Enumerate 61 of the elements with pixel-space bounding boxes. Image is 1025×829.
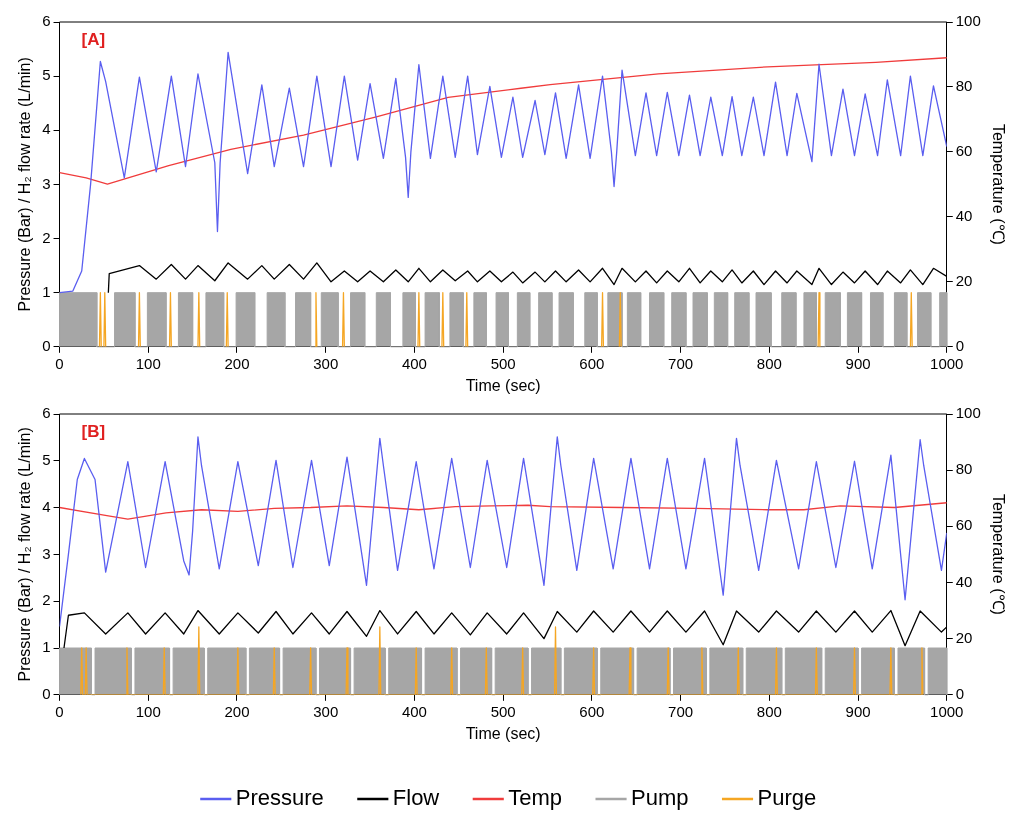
- y-tick-label: 6: [42, 404, 51, 422]
- x-axis-title: Time (sec): [465, 376, 541, 394]
- annotation: [A]: [81, 30, 106, 50]
- y2-tick-label: 80: [955, 77, 973, 95]
- y2-tick-label: 60: [955, 516, 973, 534]
- x-tick-label: 200: [224, 354, 250, 372]
- y-tick-label: 4: [42, 497, 51, 515]
- y-tick-label: 3: [42, 174, 51, 192]
- x-tick-label: 600: [579, 702, 605, 720]
- x-tick-label: 800: [756, 702, 782, 720]
- y2-tick-label: 40: [955, 572, 973, 590]
- legend-label: Pressure: [235, 785, 324, 811]
- x-tick-label: 200: [224, 702, 250, 720]
- y2-tick-label: 0: [955, 336, 965, 354]
- y2-tick-label: 80: [955, 460, 973, 478]
- x-tick-label: 700: [668, 702, 694, 720]
- y-tick-label: 0: [42, 684, 51, 702]
- y2-tick-label: 20: [955, 271, 973, 289]
- legend-label: Temp: [508, 785, 563, 811]
- y-tick-label: 3: [42, 544, 51, 562]
- x-tick-label: 400: [401, 354, 427, 372]
- y-axis-title: Pressure (Bar) / H₂ flow rate (L/min): [16, 427, 34, 682]
- x-tick-label: 100: [135, 354, 161, 372]
- x-tick-label: 0: [55, 354, 64, 372]
- x-tick-label: 900: [845, 702, 871, 720]
- x-tick-label: 400: [401, 702, 427, 720]
- x-tick-label: 1000: [930, 702, 964, 720]
- y2-axis-title: Temperature (℃): [989, 493, 1007, 615]
- legend-label: Pump: [631, 785, 689, 811]
- x-tick-label: 300: [313, 354, 339, 372]
- x-tick-label: 300: [313, 702, 339, 720]
- y2-tick-label: 100: [955, 404, 981, 422]
- legend-label: Flow: [392, 785, 440, 811]
- y-tick-label: 2: [42, 228, 51, 246]
- annotation: [B]: [81, 422, 106, 442]
- x-tick-label: 800: [756, 354, 782, 372]
- x-tick-label: 100: [135, 702, 161, 720]
- x-tick-label: 500: [490, 702, 516, 720]
- y-tick-label: 1: [42, 282, 51, 300]
- x-tick-label: 600: [579, 354, 605, 372]
- y-tick-label: 2: [42, 591, 51, 609]
- x-axis-title: Time (sec): [465, 724, 541, 742]
- y-tick-label: 1: [42, 638, 51, 656]
- y-tick-label: 4: [42, 120, 51, 138]
- x-tick-label: 500: [490, 354, 516, 372]
- x-tick-label: 900: [845, 354, 871, 372]
- y-tick-label: 5: [42, 450, 51, 468]
- x-tick-label: 1000: [930, 354, 964, 372]
- y2-tick-label: 20: [955, 628, 973, 646]
- y2-tick-label: 40: [955, 207, 973, 225]
- y2-tick-label: 0: [955, 684, 965, 702]
- x-tick-label: 0: [55, 702, 64, 720]
- y2-tick-label: 60: [955, 142, 973, 160]
- y2-tick-label: 100: [955, 12, 981, 30]
- y-axis-title: Pressure (Bar) / H₂ flow rate (L/min): [16, 57, 34, 312]
- x-tick-label: 700: [668, 354, 694, 372]
- y2-axis-title: Temperature (℃): [989, 123, 1007, 245]
- legend-label: Purge: [757, 785, 817, 811]
- y-tick-label: 6: [42, 12, 51, 30]
- y-tick-label: 5: [42, 66, 51, 84]
- y-tick-label: 0: [42, 336, 51, 354]
